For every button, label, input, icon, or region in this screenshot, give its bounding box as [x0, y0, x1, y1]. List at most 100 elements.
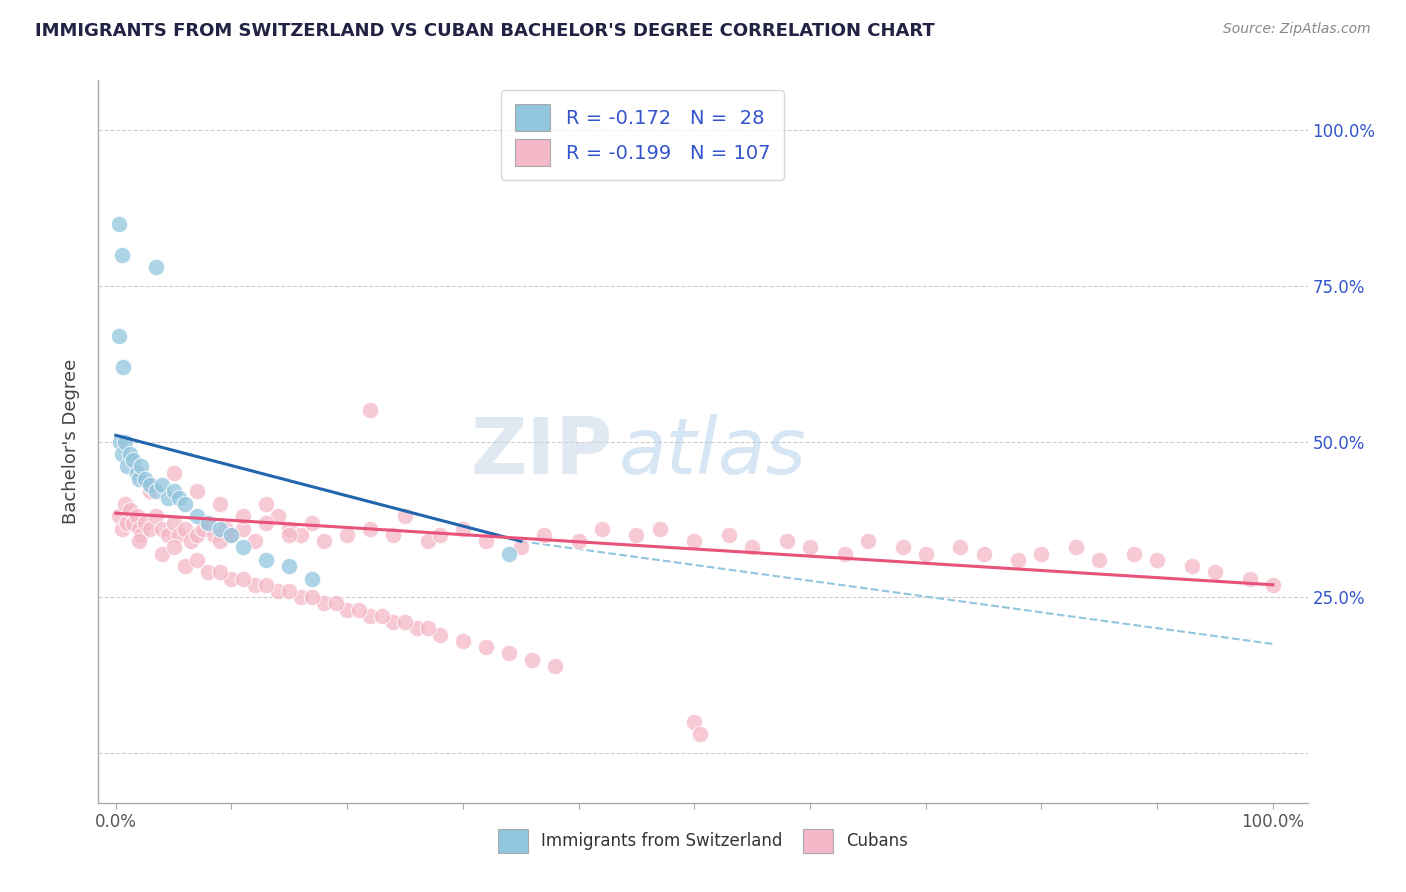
Point — [405, 621, 427, 635]
Point — [278, 559, 301, 574]
Point — [114, 434, 136, 449]
Point — [122, 453, 145, 467]
Point — [128, 472, 150, 486]
Point — [202, 528, 225, 542]
Point — [856, 534, 879, 549]
Point — [162, 541, 184, 555]
Point — [278, 584, 301, 599]
Point — [145, 260, 167, 274]
Point — [336, 603, 359, 617]
Point — [359, 609, 381, 624]
Text: atlas: atlas — [619, 415, 806, 491]
Point — [169, 491, 191, 505]
Point — [776, 534, 799, 549]
Point — [114, 497, 136, 511]
Point — [741, 541, 763, 555]
Point — [1064, 541, 1087, 555]
Point — [394, 509, 416, 524]
Point — [683, 534, 706, 549]
Point — [544, 658, 567, 673]
Point — [186, 509, 208, 524]
Point — [108, 328, 131, 343]
Point — [232, 541, 254, 555]
Point — [197, 516, 219, 530]
Point — [162, 484, 184, 499]
Point — [429, 627, 451, 641]
Point — [533, 528, 555, 542]
Point — [325, 597, 347, 611]
Text: ZIP: ZIP — [470, 415, 613, 491]
Point — [278, 522, 301, 536]
Point — [799, 541, 821, 555]
Point — [208, 522, 231, 536]
Point — [129, 459, 152, 474]
Point — [312, 534, 335, 549]
Legend: Immigrants from Switzerland, Cubans: Immigrants from Switzerland, Cubans — [491, 822, 915, 860]
Point — [371, 609, 394, 624]
Point — [174, 559, 197, 574]
Point — [718, 528, 741, 542]
Point — [1007, 553, 1029, 567]
Point — [186, 553, 208, 567]
Point — [301, 591, 323, 605]
Point — [180, 534, 202, 549]
Point — [301, 572, 323, 586]
Point — [118, 503, 141, 517]
Point — [111, 359, 134, 374]
Point — [267, 509, 290, 524]
Point — [110, 248, 132, 262]
Point — [139, 478, 162, 492]
Point — [301, 516, 323, 530]
Point — [145, 509, 167, 524]
Point — [498, 547, 520, 561]
Point — [254, 497, 277, 511]
Point — [1031, 547, 1053, 561]
Point — [145, 484, 167, 499]
Point — [359, 403, 381, 417]
Point — [174, 497, 197, 511]
Point — [162, 516, 184, 530]
Point — [418, 534, 440, 549]
Point — [451, 633, 474, 648]
Point — [215, 522, 238, 536]
Point — [290, 591, 312, 605]
Point — [191, 522, 214, 536]
Point — [267, 584, 290, 599]
Point — [509, 541, 531, 555]
Point — [139, 522, 162, 536]
Point — [174, 522, 197, 536]
Point — [347, 603, 370, 617]
Point — [1261, 578, 1284, 592]
Point — [1239, 572, 1261, 586]
Point — [973, 547, 995, 561]
Point — [626, 528, 648, 542]
Point — [522, 652, 544, 666]
Point — [451, 522, 474, 536]
Point — [221, 572, 243, 586]
Point — [418, 621, 440, 635]
Point — [108, 509, 131, 524]
Point — [949, 541, 972, 555]
Point — [156, 528, 179, 542]
Point — [891, 541, 914, 555]
Y-axis label: Bachelor's Degree: Bachelor's Degree — [62, 359, 80, 524]
Point — [232, 572, 254, 586]
Point — [156, 491, 179, 505]
Point — [150, 522, 173, 536]
Point — [1123, 547, 1146, 561]
Point — [122, 516, 145, 530]
Point — [243, 578, 266, 592]
Point — [359, 522, 381, 536]
Point — [648, 522, 671, 536]
Point — [169, 528, 191, 542]
Point — [1181, 559, 1204, 574]
Point — [382, 615, 405, 630]
Text: IMMIGRANTS FROM SWITZERLAND VS CUBAN BACHELOR'S DEGREE CORRELATION CHART: IMMIGRANTS FROM SWITZERLAND VS CUBAN BAC… — [35, 22, 935, 40]
Point — [186, 484, 208, 499]
Point — [394, 615, 416, 630]
Point — [568, 534, 591, 549]
Point — [139, 478, 162, 492]
Point — [125, 466, 148, 480]
Point — [128, 534, 150, 549]
Point — [498, 646, 520, 660]
